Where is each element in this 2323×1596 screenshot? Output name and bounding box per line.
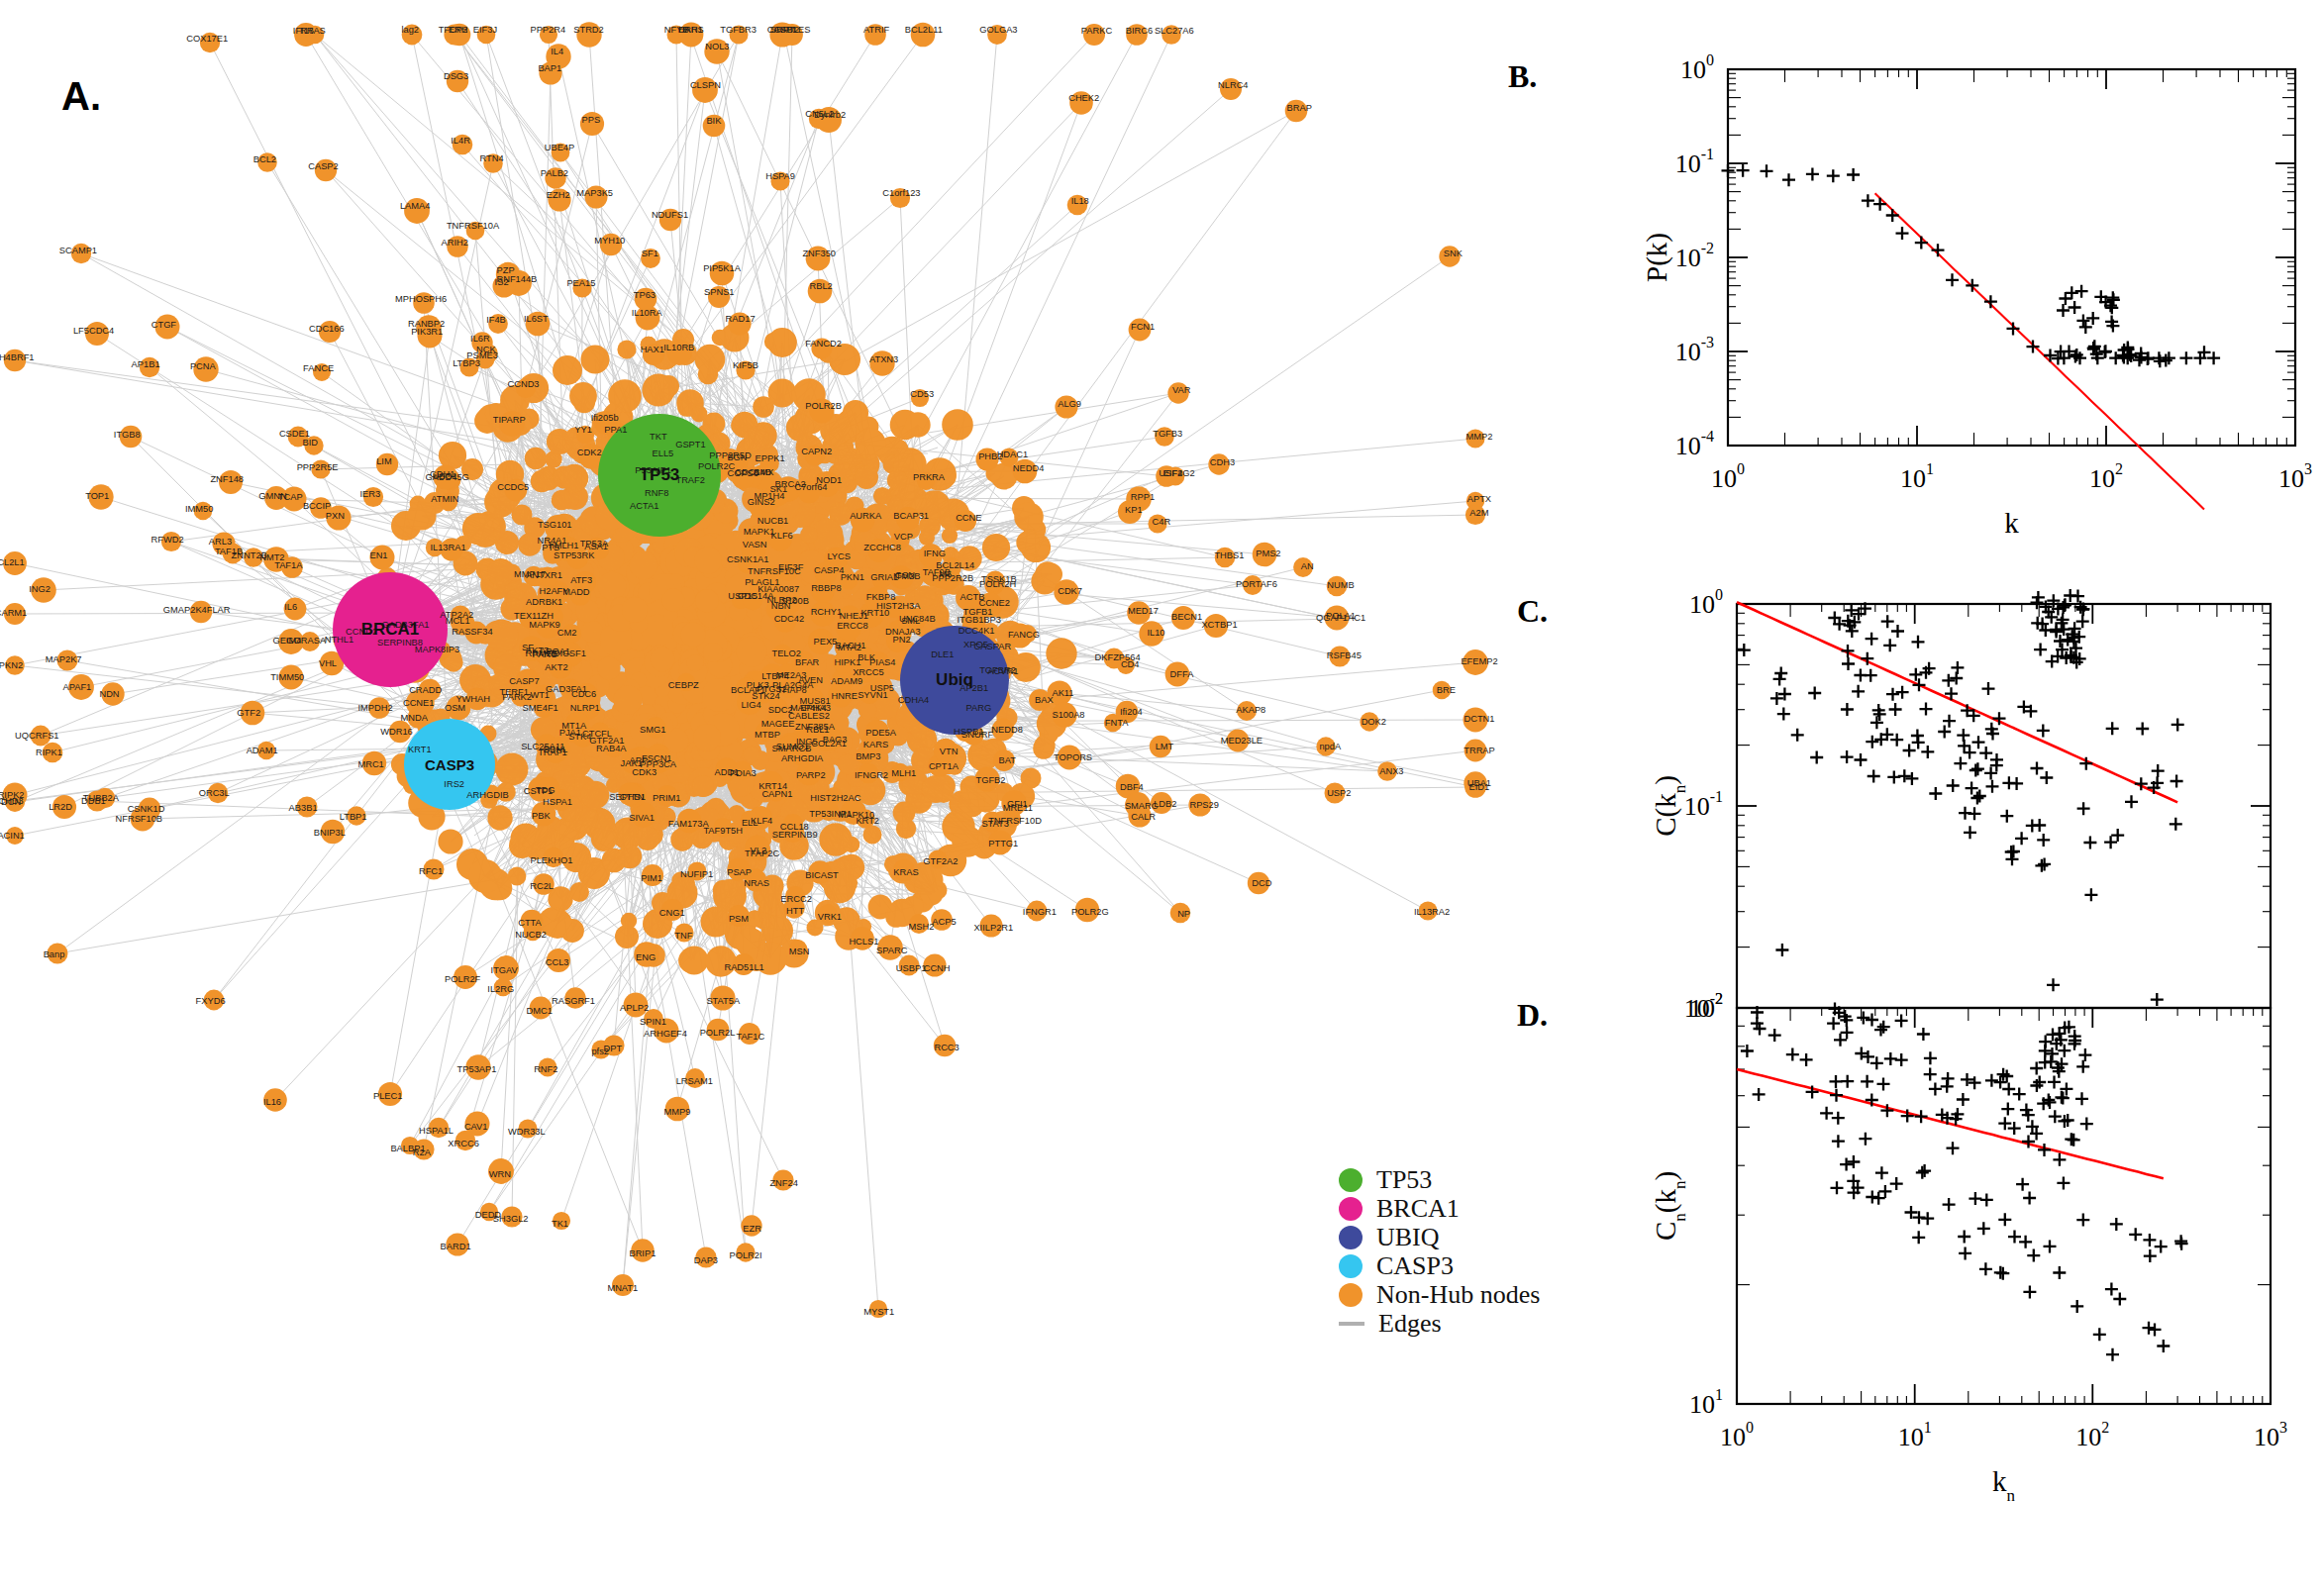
svg-text:B.: B.: [1508, 58, 1537, 94]
svg-text:101: 101: [1898, 1419, 1932, 1451]
svg-text:100: 100: [1720, 1419, 1754, 1451]
svg-text:101: 101: [1900, 460, 1934, 493]
svg-text:Cn(kn): Cn(kn): [1650, 1171, 1689, 1241]
svg-text:100: 100: [1689, 586, 1723, 619]
svg-text:102: 102: [2075, 1419, 2109, 1451]
svg-text:kn: kn: [1992, 1465, 2016, 1505]
svg-text:k: k: [2004, 507, 2019, 539]
svg-text:P(k): P(k): [1641, 233, 1673, 282]
svg-text:C(kn): C(kn): [1650, 775, 1689, 837]
svg-text:D.: D.: [1517, 997, 1548, 1033]
svg-text:100: 100: [1680, 51, 1714, 84]
svg-text:10-2: 10-2: [1675, 240, 1714, 272]
svg-text:103: 103: [2254, 1419, 2287, 1451]
svg-text:101: 101: [1689, 1386, 1723, 1419]
svg-text:103: 103: [2278, 460, 2312, 493]
svg-text:100: 100: [1711, 460, 1745, 493]
svg-text:102: 102: [2089, 460, 2123, 493]
svg-text:102: 102: [1689, 990, 1723, 1023]
svg-text:C.: C.: [1517, 593, 1548, 629]
svg-text:10-4: 10-4: [1675, 428, 1714, 460]
svg-text:10-1: 10-1: [1684, 788, 1723, 821]
svg-text:10-3: 10-3: [1675, 334, 1714, 366]
svg-text:10-1: 10-1: [1675, 146, 1714, 178]
